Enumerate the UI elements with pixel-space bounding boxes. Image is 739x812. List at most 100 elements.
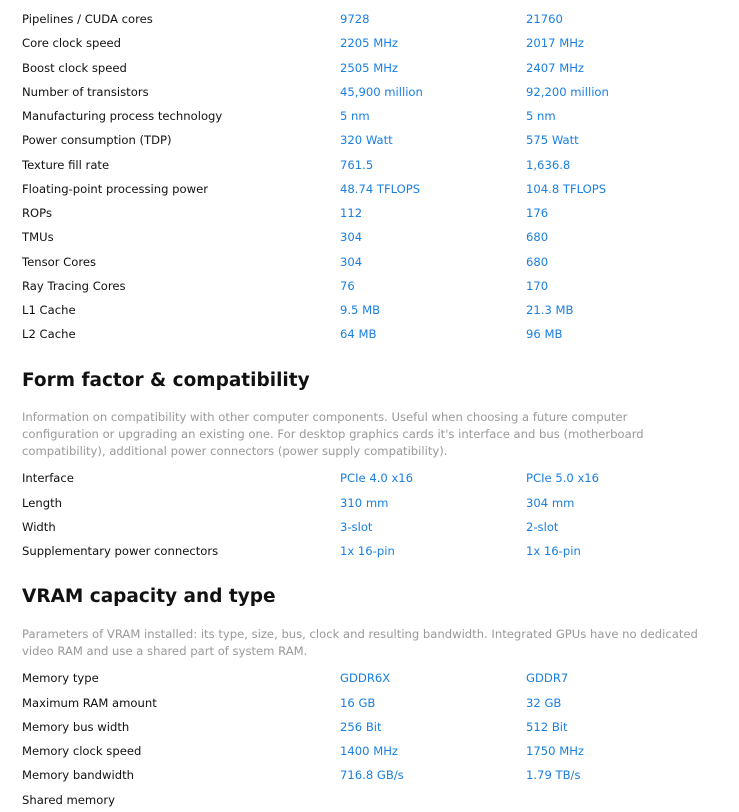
spec-row: Memory bus width 256 Bit 512 Bit (22, 715, 717, 739)
spec-label: Texture fill rate (22, 157, 110, 172)
spec-row: ROPs 112 176 (22, 201, 717, 225)
spec-label: Supplementary power connectors (22, 544, 219, 559)
spec-value-gpu-2[interactable]: 2407 MHz (526, 60, 584, 75)
spec-value-gpu-1[interactable]: 310 mm (340, 495, 389, 510)
spec-row: Maximum RAM amount 16 GB 32 GB (22, 691, 717, 715)
spec-section: Pipelines / CUDA cores 9728 21760 Core cloc… (22, 7, 717, 347)
spec-row: Length 310 mm 304 mm (22, 491, 717, 515)
spec-value-gpu-2[interactable]: 1x 16-pin (526, 544, 581, 559)
spec-value-gpu-1[interactable]: 9.5 MB (340, 303, 381, 317)
spec-section: Form factor & compatibility Information o… (22, 367, 717, 564)
spec-value-gpu-2[interactable]: 680 (526, 230, 549, 245)
spec-value-gpu-2[interactable]: 92,200 million (526, 84, 609, 99)
spec-label: ROPs (22, 206, 53, 220)
spec-value-gpu-2[interactable]: 1,636.8 (526, 157, 571, 172)
spec-value-gpu-1[interactable]: 256 Bit (340, 719, 382, 734)
spec-row: Boost clock speed 2505 MHz 2407 MHz (22, 56, 717, 80)
spec-value-gpu-2[interactable]: 21760 (526, 12, 563, 26)
spec-value-gpu-1[interactable]: PCIe 4.0 x16 (340, 471, 414, 486)
spec-value-gpu-2[interactable]: 104.8 TFLOPS (526, 181, 607, 196)
spec-label: Width (22, 519, 56, 534)
spec-label: Number of transistors (22, 84, 149, 99)
spec-value-gpu-2[interactable]: 304 mm (526, 495, 575, 510)
spec-row: Interface PCIe 4.0 x16 PCIe 5.0 x16 (22, 466, 717, 490)
spec-value-gpu-1[interactable]: 5 nm (340, 109, 370, 123)
spec-label: Core clock speed (22, 36, 122, 51)
spec-value-gpu-1[interactable]: 48.74 TFLOPS (340, 181, 421, 196)
spec-label: TMUs (22, 230, 54, 245)
spec-row: L1 Cache 9.5 MB 21.3 MB (22, 298, 717, 322)
spec-row: Pipelines / CUDA cores 9728 21760 (22, 7, 717, 31)
spec-value-gpu-1[interactable]: 2505 MHz (340, 60, 398, 75)
spec-label: Floating-point processing power (22, 181, 208, 196)
spec-value-gpu-1[interactable]: 1x 16-pin (340, 544, 395, 559)
spec-section: VRAM capacity and type Parameters of VRAM… (22, 583, 717, 811)
section-title: Form factor & compatibility (22, 369, 310, 391)
spec-value-gpu-1[interactable]: 304 (340, 230, 363, 245)
spec-value-gpu-1[interactable]: 761.5 (340, 157, 374, 172)
spec-value-gpu-2[interactable]: 680 (526, 254, 549, 269)
spec-value-gpu-2[interactable]: 512 Bit (526, 719, 568, 734)
spec-value-gpu-2[interactable]: 32 GB (526, 695, 562, 710)
spec-row: Number of transistors 45,900 million 92,20… (22, 80, 717, 104)
spec-value-gpu-2[interactable]: 170 (526, 278, 549, 293)
spec-value-gpu-2[interactable]: PCIe 5.0 x16 (526, 471, 600, 486)
spec-label: Pipelines / CUDA cores (22, 12, 153, 26)
spec-label: Boost clock speed (22, 60, 127, 75)
spec-row: Texture fill rate 761.5 1,636.8 (22, 153, 717, 177)
spec-value-gpu-1[interactable]: 2205 MHz (340, 36, 398, 51)
spec-value-gpu-2[interactable]: 2-slot (526, 519, 559, 534)
spec-row: TMUs 304 680 (22, 225, 717, 249)
spec-label: Power consumption (TDP) (22, 133, 172, 148)
spec-value-gpu-1[interactable]: GDDR6X (340, 671, 391, 686)
spec-value-gpu-2[interactable]: 5 nm (526, 109, 556, 123)
spec-row: Supplementary power connectors 1x 16-pin 1… (22, 539, 717, 563)
spec-row: Memory bandwidth 716.8 GB/s 1.79 TB/s (22, 763, 717, 787)
spec-value-gpu-2[interactable]: 1750 MHz (526, 744, 584, 759)
spec-row: Memory clock speed 1400 MHz 1750 MHz (22, 739, 717, 763)
spec-label: Manufacturing process technology (22, 109, 223, 123)
spec-row: Tensor Cores 304 680 (22, 250, 717, 274)
spec-label: Length (22, 495, 62, 510)
spec-label: Tensor Cores (22, 254, 97, 269)
spec-row: Memory type GDDR6X GDDR7 (22, 666, 717, 690)
spec-value-gpu-1[interactable]: 320 Watt (340, 133, 393, 148)
spec-value-gpu-1[interactable]: 64 MB (340, 327, 377, 342)
spec-label: L2 Cache (22, 327, 76, 342)
spec-value-gpu-2[interactable]: 176 (526, 206, 549, 220)
spec-row: Width 3-slot 2-slot (22, 515, 717, 539)
spec-label: Ray Tracing Cores (22, 278, 126, 293)
spec-label: Memory clock speed (22, 744, 142, 759)
spec-value-gpu-2[interactable]: 575 Watt (526, 133, 579, 148)
spec-row: Floating-point processing power 48.74 TFL… (22, 177, 717, 201)
spec-value-gpu-1[interactable]: 716.8 GB/s (340, 768, 404, 783)
spec-value-gpu-1[interactable]: 45,900 million (340, 84, 423, 99)
spec-value-gpu-1[interactable]: 112 (340, 206, 363, 220)
spec-value-gpu-1[interactable]: 16 GB (340, 695, 376, 710)
section-description: Information on compatibility with other … (22, 410, 644, 458)
spec-value-gpu-1[interactable]: 3-slot (340, 519, 373, 534)
spec-row: Power consumption (TDP) 320 Watt 575 Watt (22, 128, 717, 152)
spec-label: Memory bandwidth (22, 768, 134, 783)
spec-value-gpu-2[interactable]: 2017 MHz (526, 36, 584, 51)
spec-value-gpu-2[interactable]: GDDR7 (526, 671, 569, 686)
section-description: Parameters of VRAM installed: its type, … (22, 626, 698, 658)
spec-value-gpu-1[interactable]: 76 (340, 278, 355, 293)
spec-row: Ray Tracing Cores 76 170 (22, 274, 717, 298)
spec-value-gpu-1[interactable]: 1400 MHz (340, 744, 398, 759)
spec-label: Memory type (22, 671, 99, 686)
spec-value-gpu-2[interactable]: 96 MB (526, 327, 563, 342)
spec-value-gpu-1[interactable]: 304 (340, 254, 363, 269)
spec-row: Core clock speed 2205 MHz 2017 MHz (22, 31, 717, 55)
spec-value-gpu-2[interactable]: 21.3 MB (526, 303, 574, 317)
spec-value-gpu-2[interactable]: 1.79 TB/s (526, 768, 581, 783)
spec-label: Interface (22, 471, 74, 486)
section-title: VRAM capacity and type (22, 586, 276, 608)
spec-label: Maximum RAM amount (22, 695, 157, 710)
spec-row: Manufacturing process technology 5 nm 5 nm (22, 104, 717, 128)
spec-label: L1 Cache (22, 303, 76, 317)
spec-label: Memory bus width (22, 719, 130, 734)
spec-row: L2 Cache 64 MB 96 MB (22, 322, 717, 346)
spec-value-gpu-1[interactable]: 9728 (340, 12, 370, 26)
